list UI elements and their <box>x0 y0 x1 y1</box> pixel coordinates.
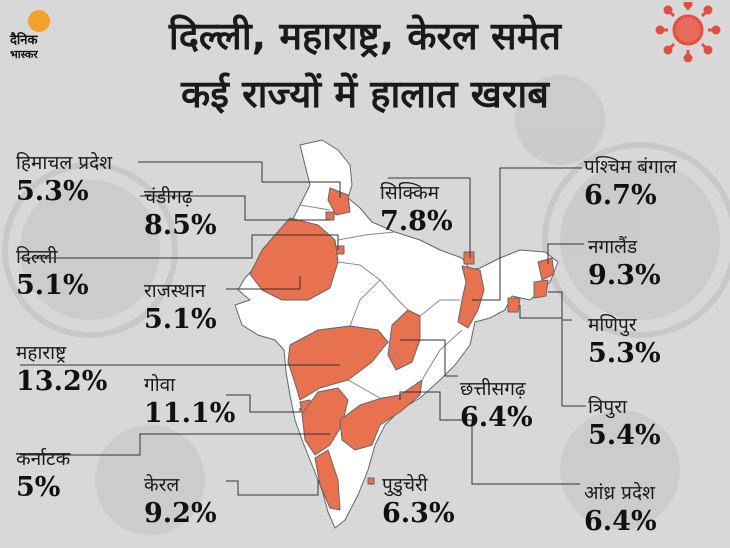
label-sikkim: सिक्किम 7.8% <box>380 180 453 238</box>
label-maharashtra: महाराष्ट्र 13.2% <box>16 340 107 398</box>
label-nagaland: नगालैंड 9.3% <box>588 234 661 292</box>
state-name: चंडीगढ़ <box>144 186 193 208</box>
label-puducherry: पुडुचेरी 6.3% <box>382 472 455 530</box>
state-name: हिमाचल प्रदेश <box>16 152 113 174</box>
state-value: 5.3% <box>588 338 661 369</box>
state-sikkim <box>463 251 475 265</box>
state-chandigarh <box>325 211 335 221</box>
state-value: 5.1% <box>16 270 89 301</box>
title-line-2: कई राज्यों में हालात खराब <box>181 72 549 116</box>
state-value: 9.3% <box>588 260 661 291</box>
state-borders <box>299 204 463 399</box>
label-manipur: मणिपुर 5.3% <box>588 312 661 370</box>
state-tripura <box>507 297 521 313</box>
state-name: छत्तीसगढ़ <box>460 378 526 400</box>
state-value: 5.1% <box>144 304 217 335</box>
state-west-bengal <box>457 265 485 329</box>
state-name: सिक्किम <box>380 182 439 204</box>
state-name: दिल्ली <box>16 246 58 268</box>
state-value: 6.7% <box>584 180 657 211</box>
state-value: 6.3% <box>382 498 455 529</box>
state-value: 7.8% <box>380 206 453 237</box>
label-delhi: दिल्ली 5.1% <box>16 244 89 302</box>
sun-icon <box>28 10 50 32</box>
state-name: नगालैंड <box>588 236 638 258</box>
state-value: 5.3% <box>16 176 89 207</box>
virus-icon <box>655 2 721 62</box>
state-name: पश्चिम बंगाल <box>584 156 677 178</box>
state-name: राजस्थान <box>144 280 206 302</box>
state-puducherry <box>367 477 375 485</box>
state-name: महाराष्ट्र <box>16 342 67 364</box>
state-value: 13.2% <box>16 366 108 397</box>
state-name: मणिपुर <box>588 314 637 336</box>
state-value: 5.4% <box>588 420 661 451</box>
state-himachal-pradesh <box>327 187 351 216</box>
state-manipur <box>533 279 549 299</box>
label-tripura: त्रिपुरा 5.4% <box>588 394 661 452</box>
state-value: 5% <box>16 472 61 503</box>
state-name: गोवा <box>144 374 176 396</box>
label-kerala: केरल 9.2% <box>144 472 217 530</box>
state-name: पुडुचेरी <box>382 474 428 496</box>
label-west-bengal: पश्चिम बंगाल 6.7% <box>584 154 677 212</box>
label-chhattisgarh: छत्तीसगढ़ 6.4% <box>460 376 533 434</box>
state-value: 9.2% <box>144 498 217 529</box>
state-value: 6.4% <box>460 402 533 433</box>
title-line-1: दिल्ली, महाराष्ट्र, केरल समेत <box>168 14 562 58</box>
state-value: 6.4% <box>584 506 657 537</box>
state-rajasthan <box>249 217 339 301</box>
state-name: केरल <box>144 474 180 496</box>
state-value: 8.5% <box>144 210 217 241</box>
state-name: त्रिपुरा <box>588 396 627 418</box>
label-karnataka: कर्नाटक 5% <box>16 446 70 504</box>
state-andhra-pradesh <box>339 379 423 451</box>
label-rajasthan: राजस्थान 5.1% <box>144 278 217 336</box>
state-value: 11.1% <box>144 398 236 429</box>
logo-text-line2: भास्कर <box>10 48 38 61</box>
logo-text-line1: दैनिक <box>10 33 38 48</box>
leader-lines <box>20 161 586 496</box>
dainik-bhaskar-logo: दैनिक भास्कर <box>10 10 72 66</box>
label-chandigarh: चंडीगढ़ 8.5% <box>144 184 217 242</box>
state-kerala <box>314 449 341 511</box>
label-andhra-pradesh: आंध्र प्रदेश 6.4% <box>584 480 657 538</box>
state-nagaland <box>537 257 555 281</box>
state-name: कर्नाटक <box>16 448 71 470</box>
label-goa: गोवा 11.1% <box>144 372 235 430</box>
state-name: आंध्र प्रदेश <box>584 482 655 504</box>
label-himachal-pradesh: हिमाचल प्रदेश 5.3% <box>16 150 112 208</box>
state-maharashtra <box>287 325 389 401</box>
